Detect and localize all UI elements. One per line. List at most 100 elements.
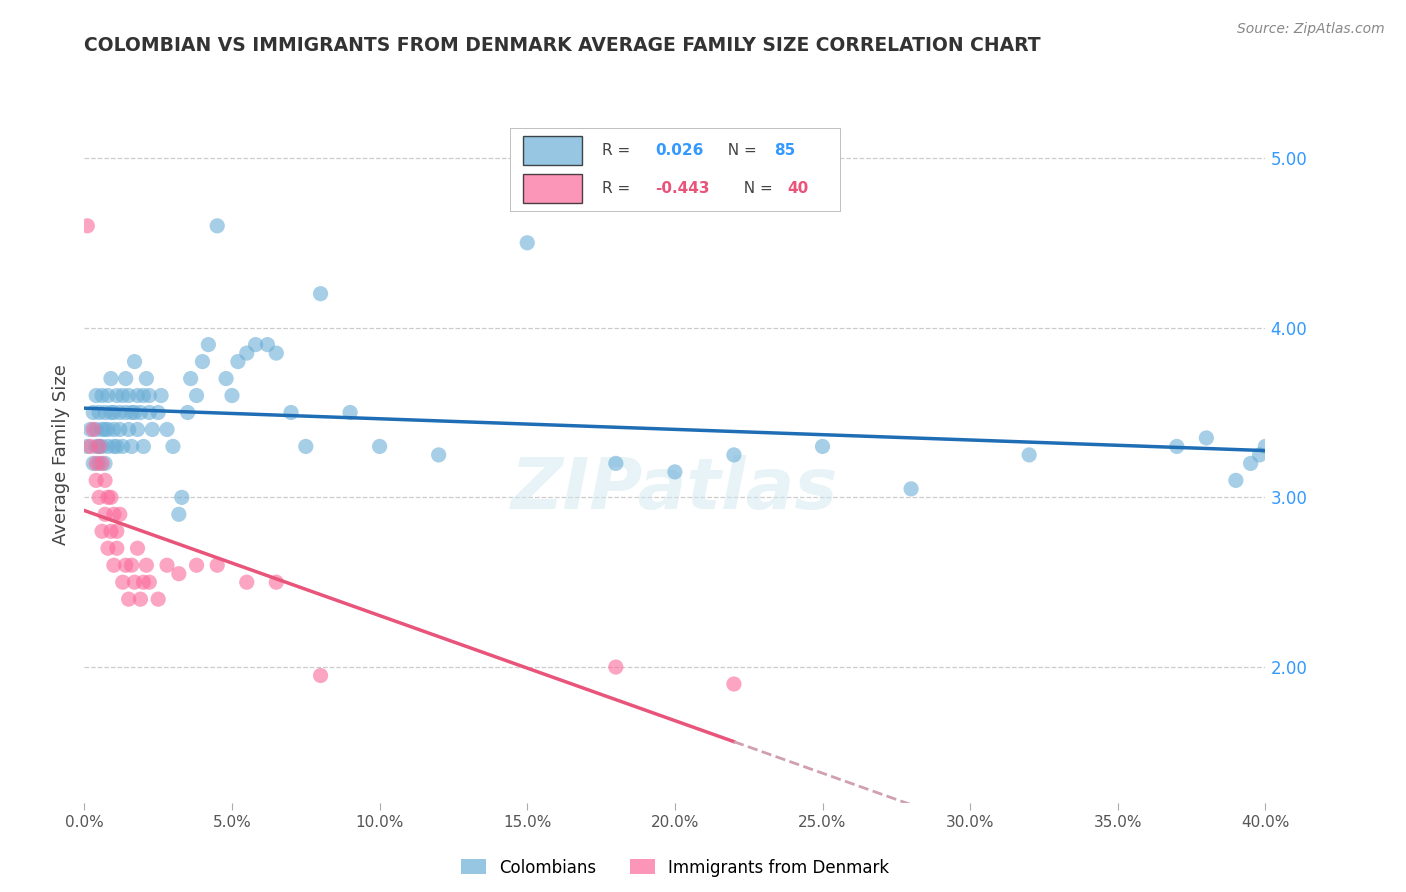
Point bbox=[103, 558, 125, 573]
Point bbox=[100, 371, 122, 385]
Point bbox=[118, 388, 141, 402]
Point bbox=[150, 388, 173, 402]
Point bbox=[103, 405, 125, 419]
Point bbox=[226, 354, 249, 368]
Point bbox=[132, 575, 155, 590]
Point bbox=[121, 405, 143, 419]
Point bbox=[1254, 439, 1277, 453]
Point bbox=[105, 388, 128, 402]
Point bbox=[167, 508, 190, 522]
Point bbox=[127, 388, 149, 402]
Point bbox=[177, 405, 200, 419]
Point bbox=[245, 337, 267, 351]
Point bbox=[91, 524, 114, 539]
Point bbox=[156, 422, 179, 436]
Point bbox=[156, 558, 179, 573]
Point bbox=[103, 508, 125, 522]
Point bbox=[114, 371, 136, 385]
Point bbox=[135, 558, 157, 573]
Point bbox=[264, 575, 288, 590]
Point bbox=[132, 439, 155, 453]
Point bbox=[127, 541, 149, 556]
Point bbox=[108, 508, 131, 522]
Text: COLOMBIAN VS IMMIGRANTS FROM DENMARK AVERAGE FAMILY SIZE CORRELATION CHART: COLOMBIAN VS IMMIGRANTS FROM DENMARK AVE… bbox=[84, 36, 1040, 54]
Point bbox=[1225, 474, 1247, 488]
Point bbox=[186, 388, 208, 402]
Point bbox=[129, 405, 152, 419]
Point bbox=[1166, 439, 1188, 453]
Point bbox=[91, 422, 114, 436]
Point bbox=[94, 474, 117, 488]
Point bbox=[94, 508, 117, 522]
Point bbox=[723, 677, 745, 691]
Point bbox=[280, 405, 302, 419]
Point bbox=[76, 219, 98, 233]
Point bbox=[82, 457, 104, 471]
Point bbox=[121, 439, 143, 453]
Point bbox=[135, 371, 157, 385]
Point bbox=[84, 388, 107, 402]
Point bbox=[221, 388, 243, 402]
Point bbox=[114, 405, 136, 419]
Point bbox=[114, 558, 136, 573]
Point bbox=[105, 524, 128, 539]
Point bbox=[97, 388, 120, 402]
Point bbox=[129, 592, 152, 607]
Point bbox=[94, 405, 117, 419]
Point bbox=[723, 448, 745, 462]
Point bbox=[108, 422, 131, 436]
Point bbox=[605, 457, 627, 471]
Point bbox=[100, 405, 122, 419]
Point bbox=[76, 439, 98, 453]
Point bbox=[339, 405, 361, 419]
Point bbox=[180, 371, 202, 385]
Point bbox=[97, 491, 120, 505]
Point bbox=[664, 465, 686, 479]
Point bbox=[138, 575, 160, 590]
Point bbox=[215, 371, 238, 385]
Point bbox=[148, 592, 170, 607]
Point bbox=[124, 575, 146, 590]
Point bbox=[97, 422, 120, 436]
Point bbox=[84, 422, 107, 436]
Point bbox=[111, 575, 134, 590]
Point bbox=[94, 457, 117, 471]
Point bbox=[170, 491, 193, 505]
Point bbox=[205, 558, 228, 573]
Point bbox=[84, 439, 107, 453]
Point bbox=[82, 405, 104, 419]
Point bbox=[105, 439, 128, 453]
Point bbox=[89, 405, 111, 419]
Point bbox=[121, 558, 143, 573]
Point bbox=[900, 482, 922, 496]
Point bbox=[295, 439, 318, 453]
Point bbox=[97, 439, 120, 453]
Point bbox=[91, 439, 114, 453]
Point bbox=[141, 422, 163, 436]
Point bbox=[167, 566, 190, 581]
Point bbox=[111, 388, 134, 402]
Point bbox=[205, 219, 228, 233]
Text: Source: ZipAtlas.com: Source: ZipAtlas.com bbox=[1237, 22, 1385, 37]
Point bbox=[124, 405, 146, 419]
Point bbox=[427, 448, 450, 462]
Point bbox=[1240, 457, 1263, 471]
Point bbox=[105, 541, 128, 556]
Point bbox=[103, 439, 125, 453]
Point bbox=[138, 388, 160, 402]
Point bbox=[79, 422, 101, 436]
Point bbox=[118, 422, 141, 436]
Point bbox=[191, 354, 214, 368]
Point bbox=[91, 388, 114, 402]
Point bbox=[100, 491, 122, 505]
Point bbox=[79, 439, 101, 453]
Point bbox=[124, 354, 146, 368]
Point bbox=[108, 405, 131, 419]
Point bbox=[89, 439, 111, 453]
Point bbox=[89, 491, 111, 505]
Point bbox=[236, 575, 259, 590]
Point bbox=[138, 405, 160, 419]
Point bbox=[1195, 431, 1218, 445]
Point bbox=[94, 422, 117, 436]
Point bbox=[264, 346, 288, 360]
